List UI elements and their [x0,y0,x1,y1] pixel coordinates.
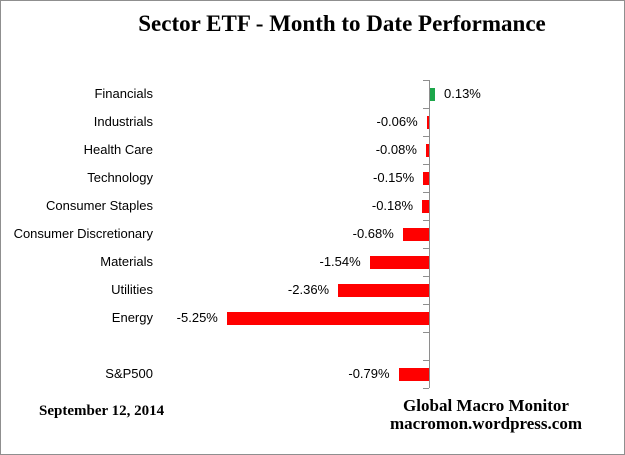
category-label-technology: Technology [87,170,153,185]
value-label-consumer-staples: -0.18% [371,198,414,213]
value-label-utilities: -2.36% [287,282,330,297]
category-label-consumer-discretionary: Consumer Discretionary [13,226,153,241]
category-label-consumer-staples: Consumer Staples [46,198,153,213]
axis-tick [423,136,429,137]
axis-tick [423,388,429,389]
axis-tick [423,332,429,333]
y-axis-line [429,80,430,388]
axis-tick [423,164,429,165]
credit-line1: Global Macro Monitor [403,396,569,415]
credit-block: Global Macro Monitor macromon.wordpress.… [361,397,611,433]
axis-tick [423,220,429,221]
category-label-utilities: Utilities [111,282,153,297]
category-label-health-care: Health Care [83,142,153,157]
axis-tick [423,248,429,249]
value-label-technology: -0.15% [373,170,415,185]
bar-health-care [425,143,429,157]
bar-s-p500 [398,367,429,381]
bar-financials [430,87,435,101]
credit-line2: macromon.wordpress.com [389,414,582,433]
bar-utilities [338,283,429,297]
axis-tick [423,108,429,109]
category-label-energy: Energy [111,310,153,325]
value-label-health-care: -0.08% [375,142,417,157]
value-label-s-p500: -0.79% [348,366,390,381]
value-label-industrials: -0.06% [376,114,418,129]
footer-date: September 12, 2014 [39,403,165,419]
chart-title: Sector ETF - Month to Date Performance [138,11,546,36]
bar-consumer-staples [422,199,429,213]
value-label-financials: 0.13% [444,86,481,101]
value-label-energy: -5.25% [176,310,218,325]
axis-tick [423,192,429,193]
category-label-industrials: Industrials [93,114,153,129]
category-label-financials: Financials [94,86,153,101]
category-label-materials: Materials [100,254,153,269]
category-label-s-p500: S&P500 [105,366,153,381]
value-label-materials: -1.54% [319,254,361,269]
axis-tick [423,304,429,305]
bar-industrials [426,115,429,129]
axis-tick [423,80,429,81]
bar-energy [226,311,429,325]
axis-tick [423,360,429,361]
axis-tick [423,276,429,277]
bar-consumer-discretionary [402,227,429,241]
bar-materials [369,255,429,269]
value-label-consumer-discretionary: -0.68% [352,226,394,241]
bar-technology [423,171,429,185]
